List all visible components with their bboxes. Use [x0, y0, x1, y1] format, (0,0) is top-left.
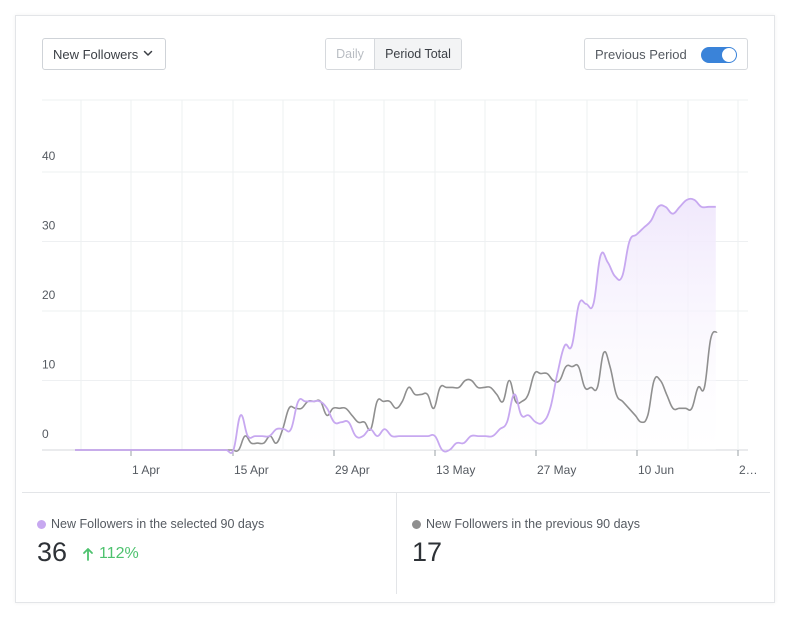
y-tick-label: 30: [42, 219, 56, 233]
current-period-stat: New Followers in the selected 90 days 36…: [22, 493, 397, 594]
previous-period-label: Previous Period: [595, 46, 687, 62]
y-tick-label: 10: [42, 358, 56, 372]
x-tick-label: 15 Apr: [234, 463, 269, 477]
previous-period-stat: New Followers in the previous 90 days 17: [397, 493, 769, 594]
previous-period-control: Previous Period: [584, 38, 748, 70]
current-period-change: 112%: [82, 545, 139, 563]
metric-dropdown[interactable]: New Followers: [42, 38, 166, 70]
x-tick-label: 27 May: [537, 463, 576, 477]
period-total-option[interactable]: Period Total: [375, 39, 461, 69]
previous-period-label-text: New Followers in the previous 90 days: [426, 517, 640, 531]
view-mode-toggle: Daily Period Total: [325, 38, 462, 70]
current-period-line: [74, 197, 716, 454]
y-tick-label: 20: [42, 288, 56, 302]
metric-dropdown-label: New Followers: [53, 46, 139, 62]
current-period-change-value: 112%: [99, 545, 139, 562]
current-period-stat-label: New Followers in the selected 90 days: [37, 517, 264, 531]
daily-option[interactable]: Daily: [326, 39, 375, 69]
previous-legend-dot: [412, 519, 421, 529]
current-period-area: [75, 198, 716, 454]
current-period-value: 36: [37, 537, 68, 567]
previous-period-stat-label: New Followers in the previous 90 days: [412, 517, 640, 531]
y-axis-ticks: 0 10 20 30 40: [42, 149, 56, 441]
y-tick-label: 40: [42, 149, 56, 163]
current-legend-dot: [37, 519, 46, 529]
previous-period-value: 17: [412, 537, 443, 567]
previous-period-switch[interactable]: [701, 47, 737, 63]
summary-footer: New Followers in the selected 90 days 36…: [22, 492, 770, 594]
x-tick-label: 2…: [739, 463, 758, 477]
x-tick-label: 1 Apr: [132, 463, 160, 477]
switch-knob: [722, 48, 736, 62]
y-tick-label: 0: [42, 427, 49, 441]
x-tick-label: 13 May: [436, 463, 475, 477]
x-tick-label: 10 Jun: [638, 463, 674, 477]
arrow-up-icon: [83, 548, 93, 561]
x-tick-label: 29 Apr: [335, 463, 370, 477]
x-axis-ticks: 1 Apr 15 Apr 29 Apr 13 May 27 May 10 Jun 2…: [130, 450, 758, 477]
chevron-down-icon: [143, 50, 153, 56]
current-period-label-text: New Followers in the selected 90 days: [51, 517, 265, 531]
